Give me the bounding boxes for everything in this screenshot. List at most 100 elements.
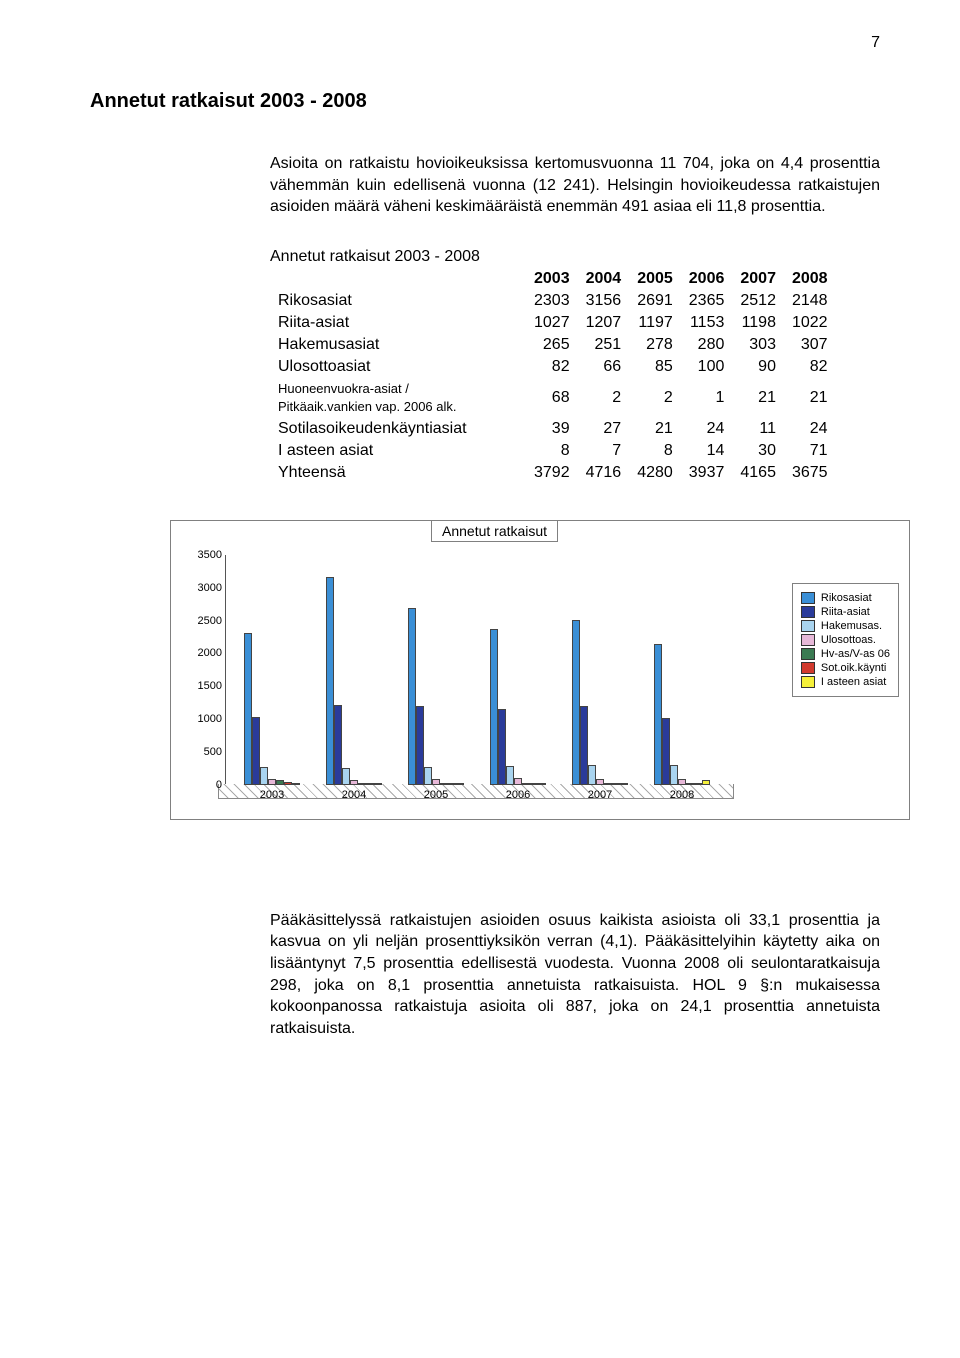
table-cell: 2148 [784,290,836,312]
chart-bar [514,778,522,785]
chart-bar [654,644,662,785]
chart-bar [408,608,416,785]
table-cell: Sotilasoikeudenkäyntiasiat [270,418,526,440]
chart-axis-floor [218,784,734,799]
table-cell: 1027 [526,312,578,334]
chart-bar [686,783,694,785]
table-row: Rikosasiat230331562691236525122148 [270,290,836,312]
table-header-cell: 2005 [629,268,681,290]
chart-bar [252,717,260,784]
table-cell: Ulosottoasiat [270,356,526,378]
chart-x-tick: 2008 [670,785,694,801]
table-cell: Hakemusasiat [270,334,526,356]
table-cell: 2691 [629,290,681,312]
table-cell: 21 [784,378,836,418]
chart-bar [350,780,358,784]
data-table-block: Annetut ratkaisut 2003 - 2008 2003200420… [270,248,880,484]
table-header-cell: 2007 [732,268,784,290]
table-cell: 3792 [526,462,578,484]
table-header-cell: 2006 [681,268,733,290]
table-cell: 2512 [732,290,784,312]
chart-bar [662,718,670,785]
table-cell: Riita-asiat [270,312,526,334]
table-cell: 24 [784,418,836,440]
chart-y-tick: 3500 [198,549,226,561]
table-cell: 21 [629,418,681,440]
table-row: Riita-asiat102712071197115311981022 [270,312,836,334]
chart-bar [538,783,546,785]
chart-bar [342,768,350,784]
table-header-cell: 2003 [526,268,578,290]
chart-bar [424,767,432,785]
document-page: 7 Annetut ratkaisut 2003 - 2008 Asioita … [0,0,960,1358]
table-cell: 278 [629,334,681,356]
chart-bar [334,705,342,784]
chart-bar [292,783,300,785]
footer-paragraph: Pääkäsittelyssä ratkaistujen asioiden os… [270,910,880,1040]
table-cell: 21 [732,378,784,418]
chart-bar [448,783,456,785]
chart-bar [506,766,514,784]
table-cell: I asteen asiat [270,440,526,462]
chart-x-tick: 2006 [506,785,530,801]
chart-bar [596,779,604,785]
table-cell: 3675 [784,462,836,484]
table-cell: 4716 [578,462,630,484]
table-cell: Yhteensä [270,462,526,484]
table-cell: 2303 [526,290,578,312]
table-cell: 2 [578,378,630,418]
legend-item: Hakemusas. [801,620,890,632]
data-table: 200320042005200620072008Rikosasiat230331… [270,268,836,484]
legend-swatch [801,648,815,660]
chart-y-tick: 500 [204,746,226,758]
chart-bar [244,633,252,784]
table-row: I asteen asiat878143071 [270,440,836,462]
legend-swatch [801,676,815,688]
table-cell: 303 [732,334,784,356]
chart-y-tick: 1000 [198,713,226,725]
chart-bar [670,765,678,785]
chart-bar [358,783,366,785]
table-cell: 3156 [578,290,630,312]
chart-bar [612,783,620,785]
table-cell: 2365 [681,290,733,312]
chart-bar [366,783,374,785]
chart-y-tick: 1500 [198,680,226,692]
legend-swatch [801,634,815,646]
table-cell: Rikosasiat [270,290,526,312]
table-row: Huoneenvuokra-asiat /Pitkäaik.vankien va… [270,378,836,418]
table-cell: 82 [784,356,836,378]
table-cell: 265 [526,334,578,356]
table-cell: 1198 [732,312,784,334]
table-cell: 280 [681,334,733,356]
page-title: Annetut ratkaisut 2003 - 2008 [90,90,880,113]
chart-bar [588,765,596,785]
chart-x-tick: 2003 [260,785,284,801]
chart-x-tick: 2004 [342,785,366,801]
chart-bar [580,706,588,785]
table-row: Sotilasoikeudenkäyntiasiat392721241124 [270,418,836,440]
table-cell: 11 [732,418,784,440]
chart-bar [694,783,702,785]
table-title: Annetut ratkaisut 2003 - 2008 [270,248,880,266]
legend-item: I asteen asiat [801,676,890,688]
chart-bar [284,782,292,785]
table-cell: 1153 [681,312,733,334]
table-cell: 8 [629,440,681,462]
table-cell: 7 [578,440,630,462]
table-cell: Huoneenvuokra-asiat /Pitkäaik.vankien va… [270,378,526,418]
table-cell: 1207 [578,312,630,334]
intro-paragraph-block: Asioita on ratkaistu hovioikeuksissa ker… [270,153,880,218]
chart-x-tick: 2007 [588,785,612,801]
table-cell: 24 [681,418,733,440]
table-cell: 71 [784,440,836,462]
legend-label: Rikosasiat [821,592,872,604]
footer-paragraph-block: Pääkäsittelyssä ratkaistujen asioiden os… [270,910,880,1040]
chart-legend: RikosasiatRiita-asiatHakemusas.Ulosottoa… [792,583,899,697]
table-cell: 27 [578,418,630,440]
table-cell: 251 [578,334,630,356]
table-cell: 2 [629,378,681,418]
chart-y-tick: 3000 [198,582,226,594]
bar-chart: Annetut ratkaisut 0500100015002000250030… [170,520,910,820]
chart-bar [374,783,382,785]
